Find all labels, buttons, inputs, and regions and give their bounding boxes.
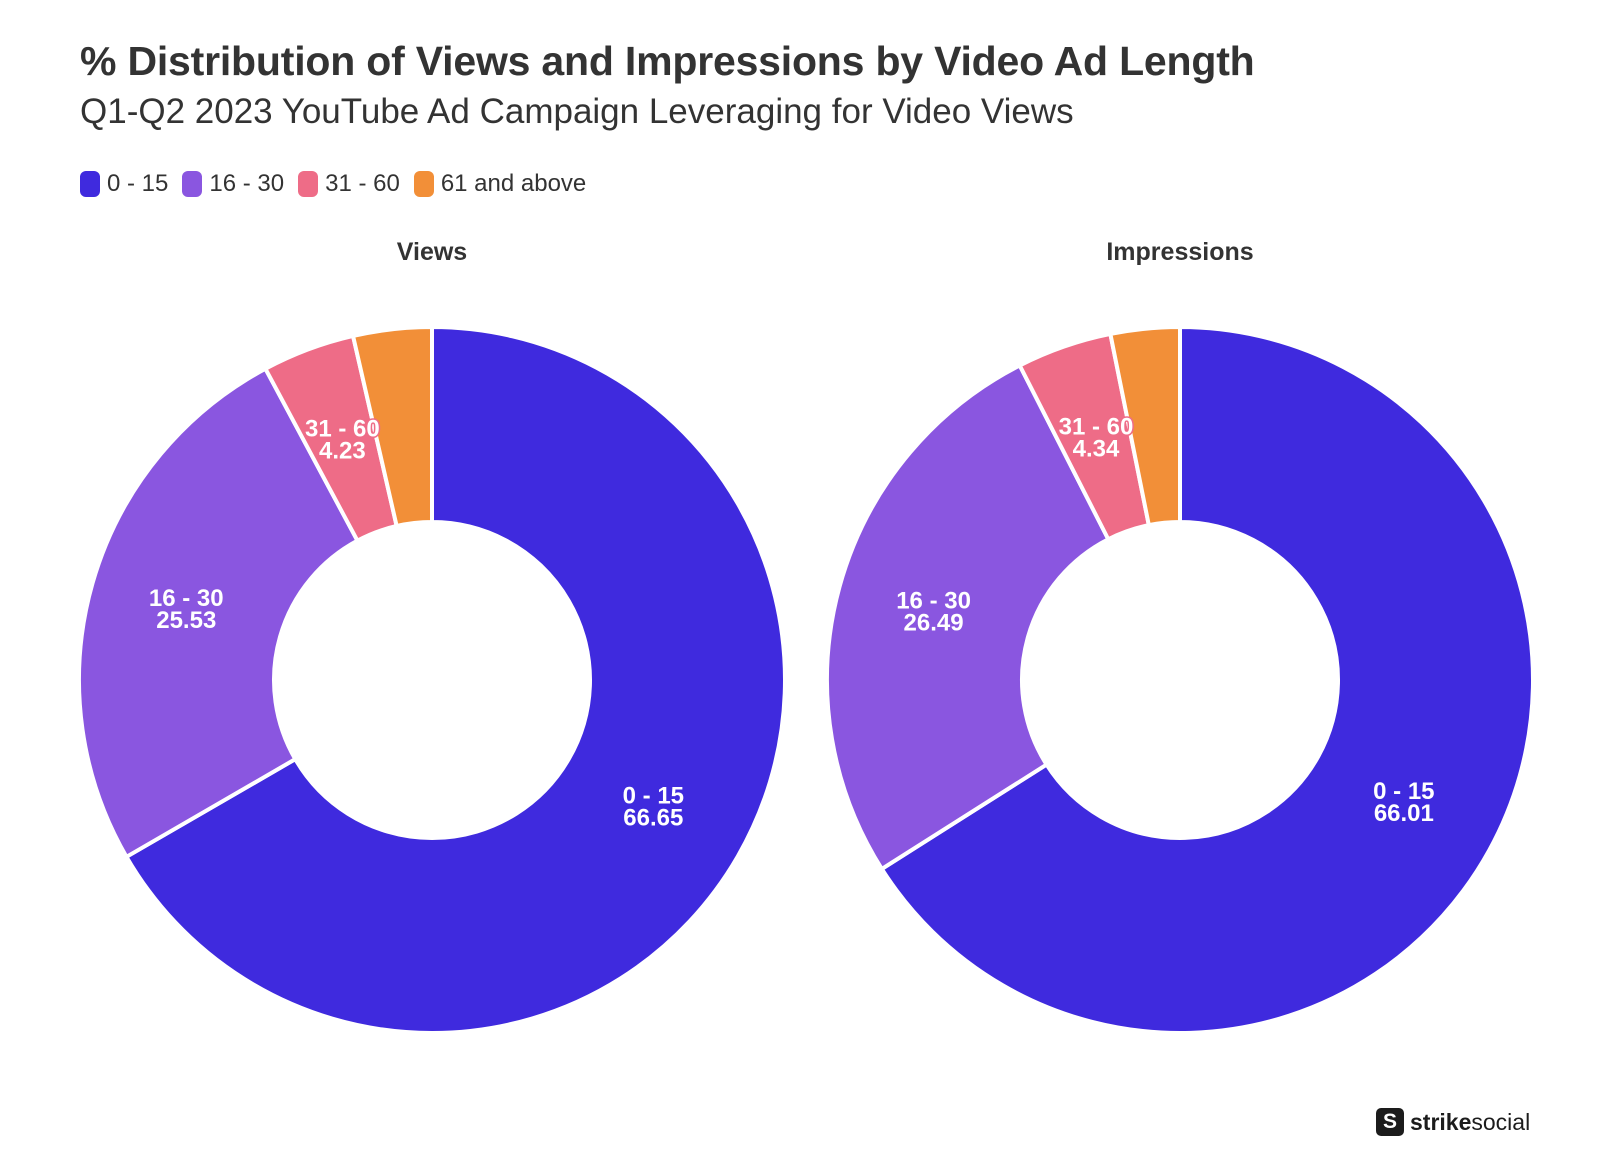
chart-subtitle-impressions: Impressions: [1106, 238, 1253, 266]
slice-views-0-15[interactable]: [124, 325, 787, 1035]
strike-social-logo-icon: S: [1376, 1108, 1404, 1136]
slice-label-views-0-15: 0 - 15 66.65: [623, 783, 684, 832]
brand-name-bold: strike: [1410, 1108, 1472, 1135]
legend-item-0-15[interactable]: 0 - 15: [80, 170, 168, 198]
legend-label-31-60: 31 - 60: [325, 170, 400, 197]
slice-label-category: 31 - 60: [305, 416, 380, 443]
donut-chart-impressions: Impressions 0 - 15 66.01 16 - 30 26.49 31 - 6…: [825, 238, 1535, 1035]
donut-chart-views: Views 0 - 15 66.65 16 - 30 25.53 31 - 60 4.23: [77, 238, 787, 1035]
legend-label-16-30: 16 - 30: [209, 170, 285, 197]
slice-views-16-30[interactable]: [77, 366, 360, 859]
slice-label-category: 16 - 30: [896, 588, 971, 615]
slice-label-impressions-31-60: 31 - 60 4.34: [1059, 414, 1134, 463]
slice-label-value: 66.01: [1374, 800, 1434, 827]
legend-swatch-31-60: [298, 171, 319, 197]
chart-subtitle-views: Views: [397, 238, 467, 266]
slice-label-value: 26.49: [904, 610, 964, 637]
slice-label-value: 4.23: [319, 438, 366, 465]
slice-label-category: 31 - 60: [1059, 414, 1134, 441]
legend: 0 - 15 16 - 30 31 - 60 61 and above: [80, 170, 600, 198]
slice-label-value: 25.53: [156, 607, 216, 634]
slice-label-views-16-30: 16 - 30 25.53: [149, 585, 224, 634]
slice-label-category: 0 - 15: [623, 783, 684, 810]
slice-label-category: 16 - 30: [149, 585, 224, 612]
slice-label-impressions-0-15: 0 - 15 66.01: [1373, 778, 1434, 827]
legend-label-0-15: 0 - 15: [107, 170, 169, 197]
brand-name-light: social: [1471, 1108, 1531, 1135]
slice-views-61-and-above[interactable]: [351, 325, 434, 529]
slice-label-category: 0 - 15: [1373, 778, 1434, 805]
slice-label-views-31-60: 31 - 60 4.23: [305, 416, 380, 465]
legend-item-16-30[interactable]: 16 - 30: [182, 170, 284, 198]
legend-item-31-60[interactable]: 31 - 60: [298, 170, 400, 198]
legend-label-61-above: 61 and above: [440, 170, 587, 197]
legend-swatch-0-15: [80, 171, 100, 197]
slice-impressions-61-and-above[interactable]: [1108, 325, 1182, 528]
slice-label-impressions-16-30: 16 - 30 26.49: [896, 588, 971, 637]
slice-label-value: 66.65: [623, 805, 683, 832]
slice-label-value: 4.34: [1073, 436, 1120, 463]
slice-impressions-16-30[interactable]: [825, 363, 1111, 871]
legend-swatch-61-above: [413, 171, 434, 197]
legend-item-61-above[interactable]: 61 and above: [413, 170, 587, 198]
slice-impressions-0-15[interactable]: [879, 325, 1535, 1035]
chart-title: % Distribution of Views and Impressions …: [80, 38, 1255, 84]
brand-logo: S strikesocial: [1376, 1108, 1530, 1136]
legend-swatch-16-30: [182, 171, 203, 197]
chart-subtitle: Q1-Q2 2023 YouTube Ad Campaign Leveragin…: [80, 92, 1074, 131]
